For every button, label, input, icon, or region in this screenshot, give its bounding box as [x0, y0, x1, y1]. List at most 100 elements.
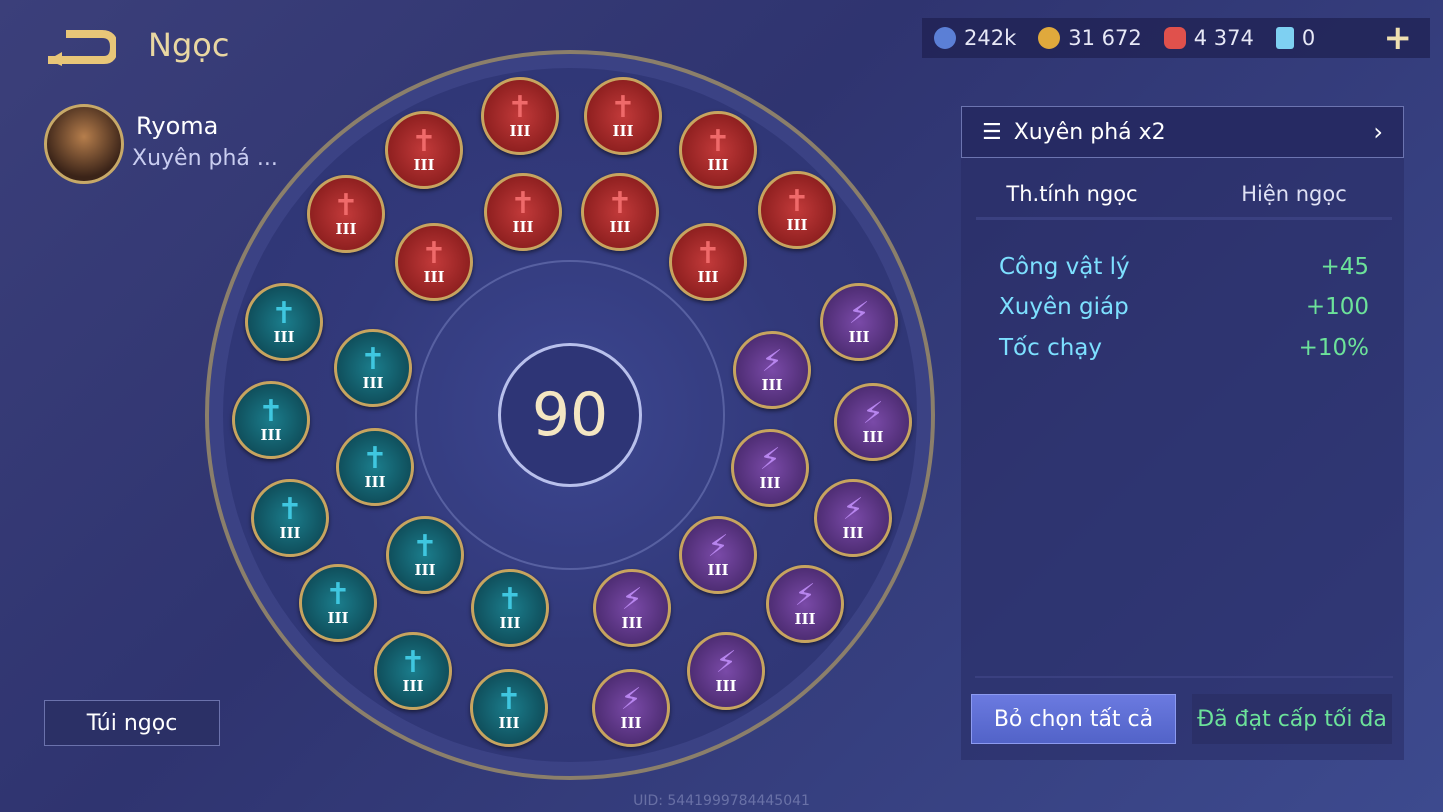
red-sword-gem[interactable]: ✝ III [481, 77, 559, 155]
gem-tier-label: III [759, 474, 781, 492]
purple-lightning-gem[interactable]: ⚡ III [731, 429, 809, 507]
stats-panel [961, 106, 1404, 760]
page-title: Ngọc [148, 26, 230, 64]
currency-silver: 242k [934, 26, 1016, 50]
teal-sword-gem[interactable]: ✝ III [336, 428, 414, 506]
stat-value: +100 [1305, 294, 1369, 320]
teal-sword-gem[interactable]: ✝ III [245, 283, 323, 361]
sword-icon: ✝ [333, 188, 359, 223]
lightning-icon: ⚡ [620, 682, 642, 717]
purple-lightning-gem[interactable]: ⚡ III [593, 569, 671, 647]
lightning-icon: ⚡ [761, 344, 783, 379]
gem-tier-label: III [413, 156, 435, 174]
red-sword-gem[interactable]: ✝ III [307, 175, 385, 253]
teal-sword-gem[interactable]: ✝ III [251, 479, 329, 557]
currency-gold: 31 672 [1038, 26, 1142, 50]
purple-lightning-gem[interactable]: ⚡ III [766, 565, 844, 643]
lightning-icon: ⚡ [794, 578, 816, 613]
teal-sword-gem[interactable]: ✝ III [334, 329, 412, 407]
teal-sword-gem[interactable]: ✝ III [470, 669, 548, 747]
stat-row: Công vật lý +45 [999, 254, 1369, 280]
deselect-all-button[interactable]: Bỏ chọn tất cả [971, 694, 1176, 744]
gem-tier-label: III [414, 561, 436, 579]
purple-lightning-gem[interactable]: ⚡ III [592, 669, 670, 747]
sword-icon: ✝ [705, 124, 731, 159]
lightning-icon: ⚡ [707, 529, 729, 564]
sword-icon: ✝ [784, 184, 810, 219]
stat-name: Công vật lý [999, 254, 1130, 280]
player-name: Ryoma [136, 112, 219, 140]
sword-icon: ✝ [610, 90, 636, 125]
set-selector-label: Xuyên phá x2 [1013, 119, 1166, 145]
max-level-status: Đã đạt cấp tối đa [1192, 694, 1392, 744]
back-arrow-icon[interactable] [44, 28, 116, 66]
red-sword-gem[interactable]: ✝ III [758, 171, 836, 249]
gem-tier-label: III [620, 714, 642, 732]
stat-value: +10% [1298, 335, 1369, 361]
teal-sword-gem[interactable]: ✝ III [232, 381, 310, 459]
inner-ring [415, 260, 725, 570]
sword-icon: ✝ [400, 645, 426, 680]
red-sword-gem[interactable]: ✝ III [581, 173, 659, 251]
sword-icon: ✝ [507, 90, 533, 125]
purple-lightning-gem[interactable]: ⚡ III [733, 331, 811, 409]
sword-icon: ✝ [695, 236, 721, 271]
gem-bag-button[interactable]: Túi ngọc [44, 700, 220, 746]
purple-lightning-gem[interactable]: ⚡ III [814, 479, 892, 557]
purple-lightning-gem[interactable]: ⚡ III [820, 283, 898, 361]
red-sword-gem[interactable]: ✝ III [679, 111, 757, 189]
red-sword-gem[interactable]: ✝ III [669, 223, 747, 301]
gem-tier-label: III [327, 609, 349, 627]
gem-tier-label: III [362, 374, 384, 392]
gem-tier-label: III [612, 122, 634, 140]
player-set-name: Xuyên phá ... [132, 146, 278, 171]
sword-icon: ✝ [496, 682, 522, 717]
gem-level: 90 [498, 343, 642, 487]
currency-value: 242k [964, 26, 1017, 50]
avatar[interactable] [44, 104, 124, 184]
sword-icon: ✝ [277, 492, 303, 527]
purple-lightning-gem[interactable]: ⚡ III [687, 632, 765, 710]
lightning-icon: ⚡ [621, 582, 643, 617]
red-sword-gem[interactable]: ✝ III [584, 77, 662, 155]
card-icon [1275, 27, 1294, 49]
red-sword-gem[interactable]: ✝ III [395, 223, 473, 301]
gem-tier-label: III [498, 714, 520, 732]
tab-underline [976, 217, 1392, 220]
gem-tier-label: III [794, 610, 816, 628]
lightning-icon: ⚡ [848, 296, 870, 331]
teal-sword-gem[interactable]: ✝ III [386, 516, 464, 594]
sword-icon: ✝ [360, 342, 386, 377]
add-currency-button[interactable]: + [1383, 18, 1413, 58]
currency-value: 4 374 [1193, 26, 1254, 50]
gem-tier-label: III [707, 156, 729, 174]
currency-gem: 4 374 [1163, 26, 1254, 50]
red-sword-gem[interactable]: ✝ III [484, 173, 562, 251]
currency-value: 31 672 [1068, 26, 1142, 50]
set-selector[interactable]: ☰ Xuyên phá x2 › [961, 106, 1404, 158]
red-sword-gem[interactable]: ✝ III [385, 111, 463, 189]
teal-sword-gem[interactable]: ✝ III [374, 632, 452, 710]
currency-value: 0 [1301, 26, 1316, 50]
gem-tier-label: III [707, 561, 729, 579]
gem-tier-label: III [402, 677, 424, 695]
purple-lightning-gem[interactable]: ⚡ III [679, 516, 757, 594]
stat-value: +45 [1320, 254, 1369, 280]
purple-lightning-gem[interactable]: ⚡ III [834, 383, 912, 461]
teal-sword-gem[interactable]: ✝ III [299, 564, 377, 642]
gem-tier-label: III [273, 328, 295, 346]
sword-icon: ✝ [362, 441, 388, 476]
tab-gem-stats[interactable]: Th.tính ngọc [976, 178, 1168, 220]
teal-sword-gem[interactable]: ✝ III [471, 569, 549, 647]
gem-tier-label: III [862, 428, 884, 446]
gold-coin-icon [1038, 27, 1061, 49]
currency-card: 0 [1275, 26, 1316, 50]
currency-bar: 242k 31 672 4 374 0 + [922, 18, 1430, 58]
gem-tier-label: III [848, 328, 870, 346]
lightning-icon: ⚡ [842, 492, 864, 527]
gem-tier-label: III [335, 220, 357, 238]
list-icon: ☰ [982, 119, 1002, 145]
gem-tier-label: III [609, 218, 631, 236]
tab-show-gems[interactable]: Hiện ngọc [1241, 182, 1347, 206]
gem-tier-label: III [423, 268, 445, 286]
